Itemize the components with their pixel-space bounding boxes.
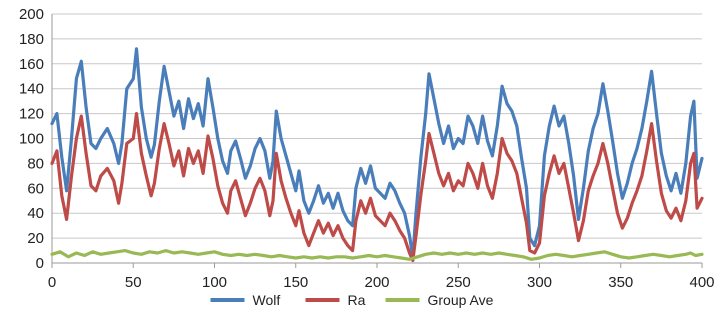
y-tick-label: 100 bbox=[19, 131, 44, 148]
x-tick-label: 300 bbox=[527, 274, 552, 291]
axes bbox=[52, 14, 702, 268]
legend-label: Ra bbox=[348, 292, 366, 308]
y-tick-label: 200 bbox=[19, 6, 44, 23]
legend-item-group-ave: Group Ave bbox=[386, 292, 494, 308]
legend-item-ra: Ra bbox=[306, 292, 366, 308]
x-tick-label: 250 bbox=[446, 274, 471, 291]
legend: Wolf Ra Group Ave bbox=[211, 292, 494, 308]
y-tick-label: 140 bbox=[19, 81, 44, 98]
x-tick-label: 50 bbox=[125, 274, 142, 291]
legend-label: Group Ave bbox=[428, 292, 494, 308]
gridlines bbox=[52, 14, 702, 238]
x-tick-label: 400 bbox=[689, 274, 714, 291]
y-tick-label: 40 bbox=[27, 205, 44, 222]
x-tick-label: 0 bbox=[48, 274, 56, 291]
x-tick-label: 350 bbox=[608, 274, 633, 291]
y-tick-label: 160 bbox=[19, 56, 44, 73]
series-lines bbox=[52, 49, 702, 261]
y-tick-label: 0 bbox=[36, 255, 44, 272]
series-line-group-ave bbox=[52, 251, 702, 260]
x-tick-label: 200 bbox=[364, 274, 389, 291]
legend-item-wolf: Wolf bbox=[211, 292, 281, 308]
y-tick-label: 120 bbox=[19, 106, 44, 123]
y-tick-label: 80 bbox=[27, 155, 44, 172]
legend-label: Wolf bbox=[253, 292, 281, 308]
y-axis-tick-labels: 0 20 40 60 80 100 120 140 160 180 200 bbox=[19, 6, 44, 272]
x-tick-label: 150 bbox=[283, 274, 308, 291]
x-axis-tick-labels: 0 50 100 150 200 250 300 350 400 bbox=[48, 274, 715, 291]
y-tick-label: 60 bbox=[27, 180, 44, 197]
y-tick-label: 180 bbox=[19, 31, 44, 48]
x-tick-label: 100 bbox=[202, 274, 227, 291]
y-tick-label: 20 bbox=[27, 230, 44, 247]
